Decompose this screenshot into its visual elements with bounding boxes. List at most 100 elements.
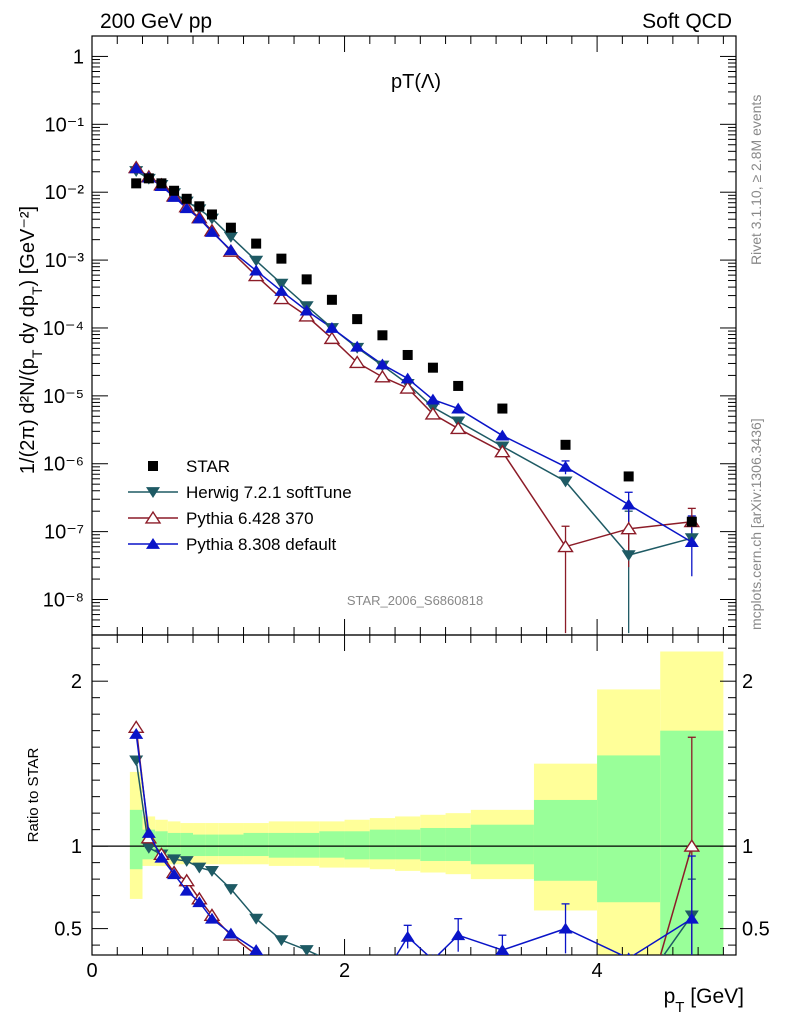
ratio-series-line xyxy=(662,914,693,955)
data-point xyxy=(425,393,440,405)
data-point xyxy=(453,380,464,391)
ratio-data-point xyxy=(683,838,701,852)
band-green xyxy=(597,755,661,903)
data-point xyxy=(621,550,636,562)
data-point xyxy=(451,402,466,414)
band-green xyxy=(167,832,181,858)
band-green xyxy=(180,832,194,857)
rivet-label: Rivet 3.1.10, ≥ 2.8M events xyxy=(748,95,764,265)
ratio-y-tick-label-right: 0.5 xyxy=(742,919,770,941)
data-point xyxy=(623,471,634,482)
legend-marker xyxy=(146,538,160,549)
ratio-y-tick-label-right: 1 xyxy=(742,836,753,858)
data-point xyxy=(249,264,264,276)
legend-label: Herwig 7.2.1 softTune xyxy=(186,483,352,502)
ratio-uncertainty-bands xyxy=(129,651,724,955)
legend-label: Pythia 6.428 370 xyxy=(186,509,314,528)
band-green xyxy=(205,834,219,857)
data-point xyxy=(400,372,415,384)
data-point xyxy=(131,178,142,189)
data-point xyxy=(273,291,290,305)
data-point xyxy=(206,209,217,220)
band-green xyxy=(218,834,244,857)
data-point xyxy=(323,331,341,345)
legend-label: STAR xyxy=(186,457,230,476)
ratio-y-tick-label-right: 2 xyxy=(742,671,753,693)
data-point xyxy=(402,349,413,360)
band-green xyxy=(395,829,421,860)
legend-label: Pythia 8.308 default xyxy=(186,535,337,554)
legend: STAR Herwig 7.2.1 softTune Pythia 6.428 37… xyxy=(128,457,352,554)
band-green xyxy=(470,824,534,865)
mcplots-label: mcplots.cern.ch [arXiv:1306.3436] xyxy=(748,418,764,630)
ratio-data-point xyxy=(299,945,314,955)
data-point xyxy=(169,185,180,196)
band-green xyxy=(319,831,345,858)
data-point xyxy=(621,498,636,510)
data-point xyxy=(299,304,314,316)
ratio-data-point xyxy=(204,912,219,924)
ratio-y-axis-label: Ratio to STAR xyxy=(25,747,42,842)
data-point xyxy=(560,439,571,450)
plot-title: pT(Λ) xyxy=(391,71,441,93)
ratio-data-point xyxy=(204,865,219,877)
legend-marker xyxy=(146,487,160,498)
legend-marker xyxy=(144,510,162,524)
data-point xyxy=(399,380,416,394)
data-point xyxy=(194,201,205,212)
data-point xyxy=(324,322,339,333)
x-tick-label: 4 xyxy=(592,960,603,982)
y-tick-label: 1 xyxy=(73,46,84,68)
data-point xyxy=(558,476,573,488)
header-left: 200 GeV pp xyxy=(100,10,212,33)
ratio-data-point xyxy=(141,826,156,838)
data-point xyxy=(156,178,167,189)
header-right: Soft QCD xyxy=(642,10,732,33)
data-point xyxy=(167,191,182,202)
ratio-data-point xyxy=(223,884,238,895)
data-point xyxy=(686,516,697,527)
data-point xyxy=(374,369,391,383)
ratio-series xyxy=(127,720,701,955)
band-green xyxy=(420,827,446,861)
main-y-axis-label: 1/(2π) d²N/(pT dy dpT) [GeV⁻²] xyxy=(17,206,45,474)
data-point xyxy=(350,340,365,352)
y-tick-label: 10⁻⁶ xyxy=(43,454,84,476)
data-point xyxy=(348,355,366,369)
data-point xyxy=(251,238,262,249)
band-green xyxy=(193,834,206,857)
y-tick-label: 10⁻⁷ xyxy=(44,522,84,544)
ratio-series-line xyxy=(659,845,693,955)
y-tick-label: 10⁻¹ xyxy=(45,114,85,136)
data-point xyxy=(274,278,289,290)
ratio-y-tick-label-left: 1 xyxy=(71,836,82,858)
band-green xyxy=(344,831,370,860)
ratio-y-tick-label-left: 2 xyxy=(71,671,82,693)
data-point xyxy=(223,231,238,243)
ratio-data-point xyxy=(558,922,573,934)
analysis-watermark: STAR_2006_S6860818 xyxy=(347,593,483,608)
x-tick-label: 2 xyxy=(339,960,350,982)
data-point xyxy=(223,244,238,256)
band-green xyxy=(294,832,320,858)
band-green xyxy=(129,809,143,870)
data-point xyxy=(276,253,287,264)
data-point xyxy=(249,255,264,267)
data-point xyxy=(684,536,699,548)
data-point xyxy=(427,362,438,373)
y-tick-label: 10⁻⁸ xyxy=(43,590,84,612)
ratio-data-point xyxy=(274,935,289,947)
ratio-data-point xyxy=(432,953,434,955)
ratio-data-point xyxy=(451,929,466,941)
data-point xyxy=(424,406,442,420)
x-axis-label: pT [GeV] xyxy=(664,985,744,1016)
ratio-data-point xyxy=(129,728,144,739)
ratio-data-point xyxy=(167,854,182,866)
x-tick-label: 0 xyxy=(86,960,97,982)
ratio-data-point xyxy=(179,856,194,867)
y-tick-label: 10⁻⁵ xyxy=(43,386,84,408)
data-point xyxy=(129,162,144,174)
ratio-data-point xyxy=(249,944,264,955)
legend-marker xyxy=(148,461,158,471)
